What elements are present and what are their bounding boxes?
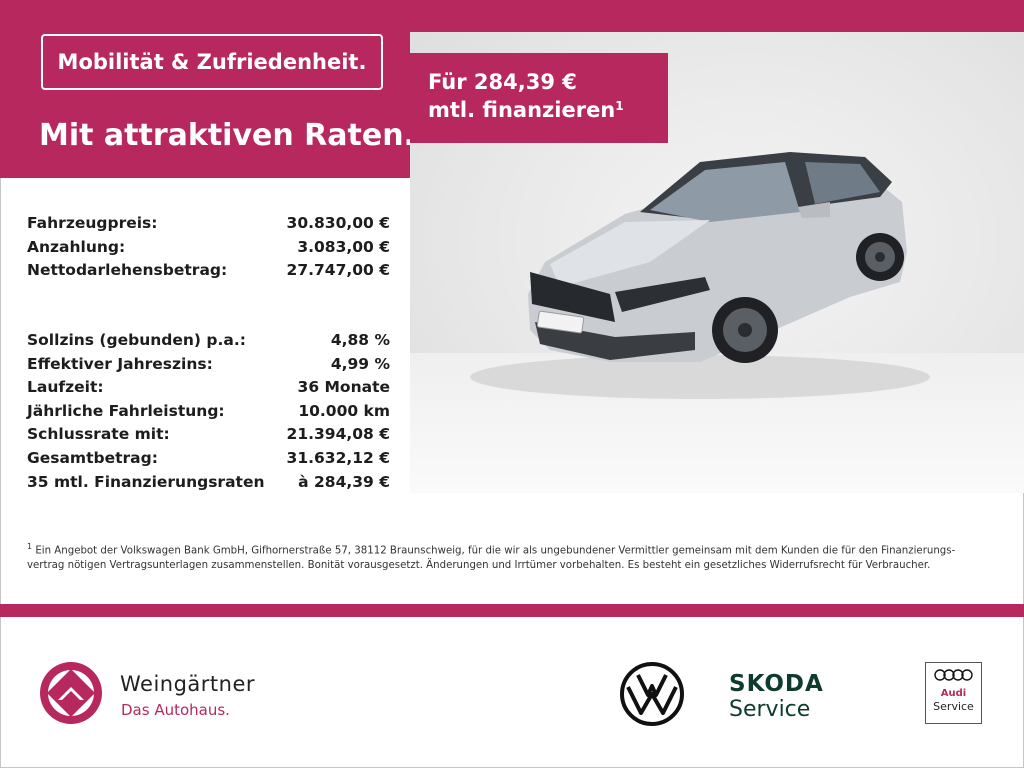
- slogan-text: Mobilität & Zufriedenheit.: [57, 50, 367, 74]
- skoda-logo: SKODA: [729, 671, 824, 697]
- financing-row: Schlussrate mit: 21.394,08 €: [27, 423, 390, 447]
- financing-value: 21.394,08 €: [286, 425, 390, 444]
- financing-value: 4,99 %: [330, 354, 390, 373]
- weingaertner-logo-icon: [40, 662, 102, 724]
- financing-label: Jährliche Fahrleistung:: [27, 401, 225, 420]
- divider-bar: [0, 604, 1024, 617]
- financing-row: Fahrzeugpreis: 30.830,00 €: [27, 212, 390, 236]
- dealer-name: Weingärtner: [120, 672, 256, 696]
- footnote-mark: 1: [27, 542, 33, 551]
- footnote-text-2: vertrag nötigen Vertragsunterlagen zusam…: [27, 560, 931, 572]
- financing-value: 30.830,00 €: [286, 214, 390, 232]
- financing-label: Schlussrate mit:: [27, 425, 170, 444]
- page-headline: Mit attraktiven Raten.: [39, 118, 415, 153]
- financing-row: Anzahlung: 3.083,00 €: [27, 236, 390, 260]
- financing-row: Gesamtbetrag: 31.632,12 €: [27, 447, 390, 471]
- vw-logo-icon: [620, 662, 684, 726]
- financing-value: 4,88 %: [330, 331, 390, 349]
- rate-badge-line2-wrap: mtl. finanzieren1: [428, 96, 668, 124]
- rate-badge-footnote-mark: 1: [615, 99, 624, 113]
- financing-label: Fahrzeugpreis:: [27, 214, 158, 232]
- rate-badge-line2: mtl. finanzieren: [428, 98, 616, 122]
- audi-name: Audi: [940, 688, 967, 699]
- financing-row: Effektiver Jahreszins: 4,99 %: [27, 353, 390, 377]
- financing-value: à 284,39 €: [298, 472, 390, 491]
- rate-badge-line1: Für 284,39 €: [428, 70, 577, 94]
- legal-footnote: 1 Ein Angebot der Volkswagen Bank GmbH, …: [27, 539, 987, 573]
- financing-group-2: Sollzins (gebunden) p.a.: 4,88 % Effektiv…: [27, 329, 390, 494]
- financing-label: Effektiver Jahreszins:: [27, 354, 213, 373]
- car-image: [470, 152, 930, 399]
- financing-group-1: Fahrzeugpreis: 30.830,00 € Anzahlung: 3.08…: [27, 212, 390, 283]
- financing-label: Sollzins (gebunden) p.a.:: [27, 331, 246, 349]
- rate-badge: Für 284,39 € mtl. finanzieren1: [410, 53, 668, 143]
- financing-value: 10.000 km: [298, 401, 390, 420]
- financing-row: Nettodarlehensbetrag: 27.747,00 €: [27, 259, 390, 283]
- financing-row: Sollzins (gebunden) p.a.: 4,88 %: [27, 329, 390, 353]
- audi-service-label: Service: [933, 700, 974, 713]
- financing-value: 27.747,00 €: [286, 261, 390, 280]
- financing-row: Jährliche Fahrleistung: 10.000 km: [27, 400, 390, 424]
- slogan-box: Mobilität & Zufriedenheit.: [41, 34, 383, 90]
- financing-label: Gesamtbetrag:: [27, 448, 158, 467]
- financing-value: 36 Monate: [297, 378, 390, 397]
- dealer-tagline: Das Autohaus.: [121, 701, 230, 719]
- audi-service-badge: Audi Service: [925, 662, 982, 724]
- financing-value: 3.083,00 €: [297, 237, 390, 256]
- financing-value: 31.632,12 €: [286, 448, 390, 467]
- skoda-service-label: Service: [729, 697, 811, 722]
- financing-row: Laufzeit: 36 Monate: [27, 376, 390, 400]
- footnote-text-1: Ein Angebot der Volkswagen Bank GmbH, Gi…: [35, 545, 956, 557]
- header-band-right: [410, 0, 1024, 32]
- financing-label: Nettodarlehensbetrag:: [27, 261, 228, 280]
- financing-label: Anzahlung:: [27, 237, 126, 256]
- financing-label: Laufzeit:: [27, 378, 104, 397]
- financing-label: 35 mtl. Finanzierungsraten: [27, 472, 265, 491]
- audi-rings-icon: [933, 669, 973, 681]
- financing-row: 35 mtl. Finanzierungsraten à 284,39 €: [27, 471, 390, 495]
- footnote-line-1: 1 Ein Angebot der Volkswagen Bank GmbH, …: [27, 539, 987, 558]
